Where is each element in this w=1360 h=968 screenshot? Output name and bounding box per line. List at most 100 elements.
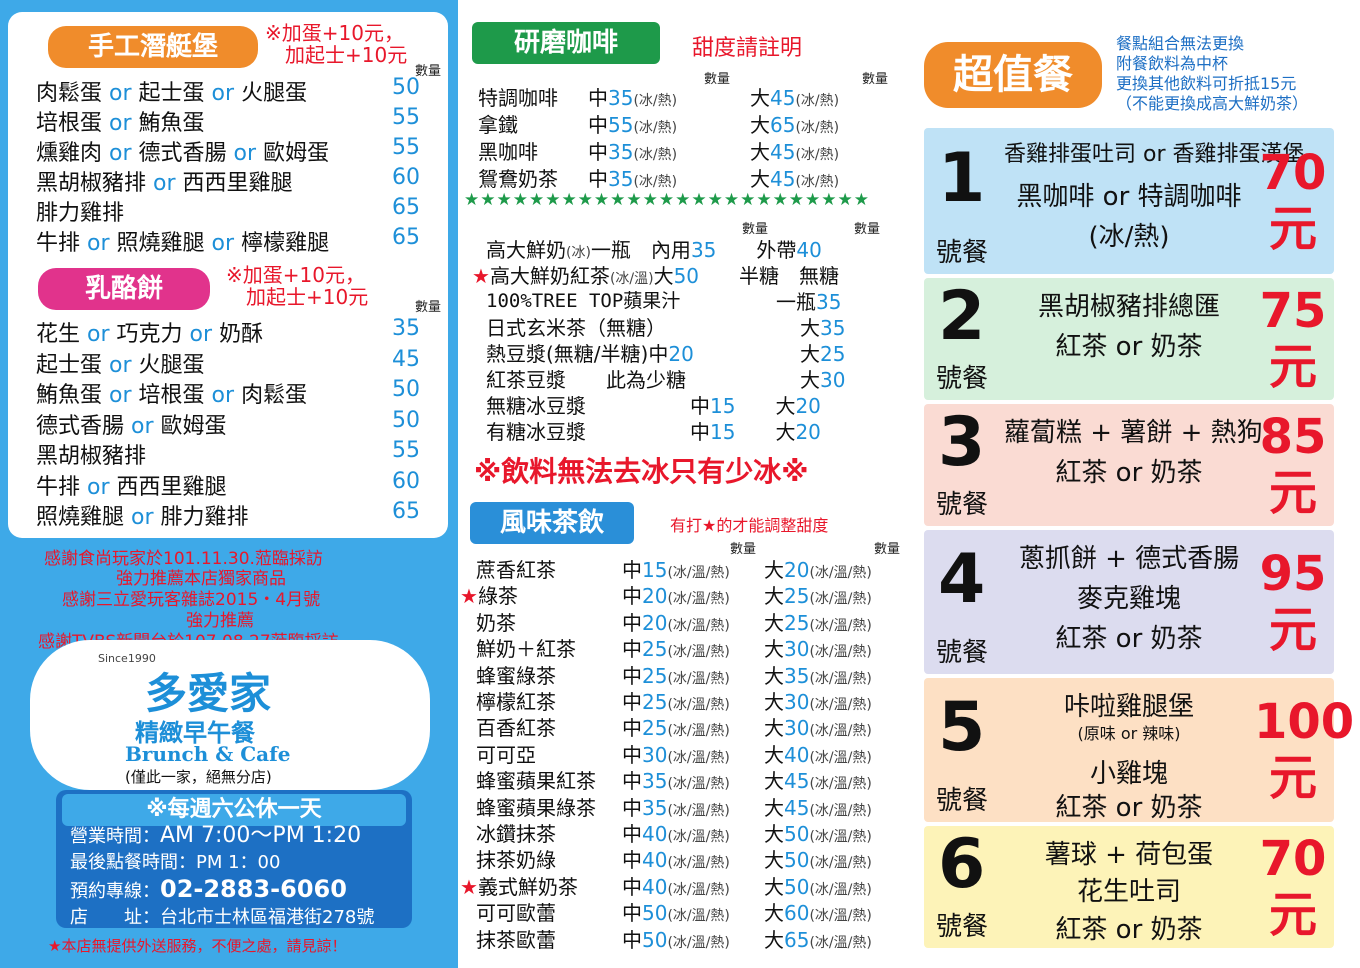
tea-soy-row: 紅茶豆漿 此為少糖 <box>486 368 686 392</box>
info-lines: 營業時間：AM 7:00～PM 1:20 最後點餐時間：PM 1：00 預約專線… <box>70 823 375 928</box>
menu-item: 燻雞肉 or 德式香腸 or 歐姆蛋 <box>36 141 330 166</box>
thanks-line: 強力推薦 <box>186 611 254 631</box>
cheese-qty: 數量 <box>415 300 442 315</box>
tea-large: 大30(冰/溫/熱) <box>764 637 872 662</box>
item-price: 65 <box>392 225 420 250</box>
combo-label: 號餐 <box>936 786 989 816</box>
tea-item: ★義式鮮奶茶 <box>460 874 578 899</box>
tea-mid: 中40(冰/溫/熱) <box>622 822 730 846</box>
tea-large: 大20(冰/溫/熱) <box>764 558 872 582</box>
genmai-price: 大35 <box>800 316 846 340</box>
tea-mid: 中50(冰/溫/熱) <box>622 901 730 926</box>
menu-item: 培根蛋 or 鮪魚蛋 <box>36 111 205 136</box>
tea-mid: 中35(冰/溫/熱) <box>622 769 730 794</box>
combo-number: 4 <box>938 540 986 619</box>
combo-6: 6 號餐 薯球 + 荷包蛋 花生吐司 紅茶 or 奶茶 70 元 <box>924 825 1334 948</box>
tea-large: 大40(冰/溫/熱) <box>764 742 872 767</box>
coffee-mid: 中35(冰/熱) <box>588 140 678 164</box>
burger-note: ※加蛋+10元， 加起士+10元 <box>265 21 408 67</box>
combo-price: 100 元 <box>1254 694 1355 806</box>
tea-mid: 中20(冰/溫/熱) <box>622 610 730 635</box>
combo-line: 咔啦雞腿堡 <box>1063 692 1194 722</box>
delivery-notice: ★本店無提供外送服務，不便之處，請見諒！ <box>48 937 347 955</box>
milk-qty-1: 數量 <box>742 222 769 237</box>
tea-mid: 中20(冰/溫/熱) <box>622 584 730 609</box>
closed-note: ※每週六公休一天 <box>62 794 406 826</box>
combo-price: 95 元 <box>1259 546 1327 658</box>
tea-mid: 中25(冰/溫/熱) <box>622 690 730 714</box>
combo-label: 號餐 <box>936 638 989 668</box>
combo-line: 花生吐司 <box>1076 877 1181 908</box>
menu-item: 肉鬆蛋 or 起士蛋 or 火腿蛋 <box>36 81 308 106</box>
item-price: 50 <box>392 407 420 433</box>
combo-number: 3 <box>938 403 986 482</box>
item-price: 60 <box>392 165 420 190</box>
star-divider: ★★★★★★★★★★★★★★★★★★★★★★★★★ <box>464 190 871 210</box>
menu-item: 照燒雞腿 or 腓力雞排 <box>36 505 249 530</box>
brand-only: (僅此一家，絕無分店) <box>125 768 272 786</box>
item-price: 65 <box>392 195 420 220</box>
tea-large: 大65(冰/溫/熱) <box>764 927 872 952</box>
combo-1: 1 號餐 香雞排蛋吐司 or 香雞排蛋漢堡 黑咖啡 or 特調咖啡 (冰/熱) 70 元 <box>924 128 1334 274</box>
item-price: 65 <box>392 499 420 524</box>
coffee-mid: 中35(冰/熱) <box>588 86 678 110</box>
tea-item: 鮮奶＋紅茶 <box>476 637 576 662</box>
nosugar-soy-price: 中15 大20 <box>690 394 821 418</box>
tea-qty-2: 數量 <box>874 542 901 557</box>
combo-number: 2 <box>938 277 986 356</box>
coffee-qty-1: 數量 <box>704 72 731 87</box>
brand-name: 多愛家 <box>145 669 272 718</box>
sugar-soy-price: 中15 大20 <box>690 420 821 444</box>
ice-notice: ※飲料無法去冰只有少冰※ <box>474 455 809 488</box>
tea-item: 蜂蜜蘋果紅茶 <box>476 769 596 794</box>
menu-item: 牛排 or 照燒雞腿 or 檸檬雞腿 <box>36 231 330 256</box>
combo-line: 紅茶 or 奶茶 <box>1055 332 1203 362</box>
menu-item: 黑胡椒豬排 or 西西里雞腿 <box>36 171 293 196</box>
combo-label: 號餐 <box>936 490 989 520</box>
combo-line: 紅茶 or 奶茶 <box>1055 792 1203 823</box>
coffee-large: 大45(冰/熱) <box>750 167 840 191</box>
hot-soy-large: 大25 <box>800 342 846 366</box>
combo-label: 號餐 <box>936 912 989 942</box>
brand-en: Brunch & Cafe <box>125 742 291 766</box>
apple-juice-row: 100%TREE TOP蘋果汁 <box>486 290 681 312</box>
combo-price: 75 元 <box>1259 283 1327 395</box>
tea-item: 抹茶奶綠 <box>476 848 556 873</box>
item-price: 55 <box>392 105 420 130</box>
menu-item: 鮪魚蛋 or 培根蛋 or 肉鬆蛋 <box>36 383 308 408</box>
combo-line: 蔥抓餅 + 德式香腸 <box>1018 544 1240 574</box>
combo-label: 號餐 <box>936 238 989 268</box>
item-price: 55 <box>392 135 420 160</box>
tea-mid: 中25(冰/溫/熱) <box>622 663 730 688</box>
milk-tea-row: ★高大鮮奶紅茶(冰/溫)大50 半糖 無糖 <box>472 264 840 288</box>
tea-item: 百香紅茶 <box>476 716 556 741</box>
thanks-line: 感謝食尚玩家於101.11.30.蒞臨採訪 <box>44 549 323 569</box>
combo-line: 紅茶 or 奶茶 <box>1055 458 1203 488</box>
coffee-mid: 中55(冰/熱) <box>588 113 678 137</box>
combo-label: 號餐 <box>936 364 989 394</box>
item-price: 50 <box>392 377 420 402</box>
tea-item: 蜂蜜蘋果綠茶 <box>476 795 596 820</box>
item-price: 35 <box>392 316 420 341</box>
burger-title: 手工潛艇堡 <box>48 26 258 68</box>
combo-line: 紅茶 or 奶茶 <box>1055 624 1203 654</box>
menu-item: 牛排 or 西西里雞腿 <box>36 474 227 500</box>
coffee-item: 黑咖啡 <box>478 140 538 164</box>
tea-item: 蜂蜜綠茶 <box>476 663 556 688</box>
combo-number: 5 <box>938 688 986 767</box>
brand-cloud <box>30 640 430 790</box>
tea-soy-large: 大30 <box>800 368 846 392</box>
item-price: 60 <box>392 468 420 494</box>
menu-item: 起士蛋 or 火腿蛋 <box>36 352 205 378</box>
combo-2: 2 號餐 黑胡椒豬排總匯 紅茶 or 奶茶 75 元 <box>924 277 1334 400</box>
tea-mid: 中35(冰/溫/熱) <box>622 795 730 820</box>
combo-price: 85 元 <box>1259 409 1327 521</box>
coffee-large: 大45(冰/熱) <box>750 86 840 110</box>
tea-note: 有打★的才能調整甜度 <box>670 516 829 535</box>
cheese-title: 乳酪餅 <box>38 268 210 310</box>
tea-large: 大50(冰/溫/熱) <box>764 874 872 899</box>
tea-title: 風味茶飲 <box>470 502 634 544</box>
coffee-title: 研磨咖啡 <box>472 22 660 64</box>
tea-item: 抹茶歐蕾 <box>476 927 556 952</box>
item-price: 45 <box>392 346 420 372</box>
